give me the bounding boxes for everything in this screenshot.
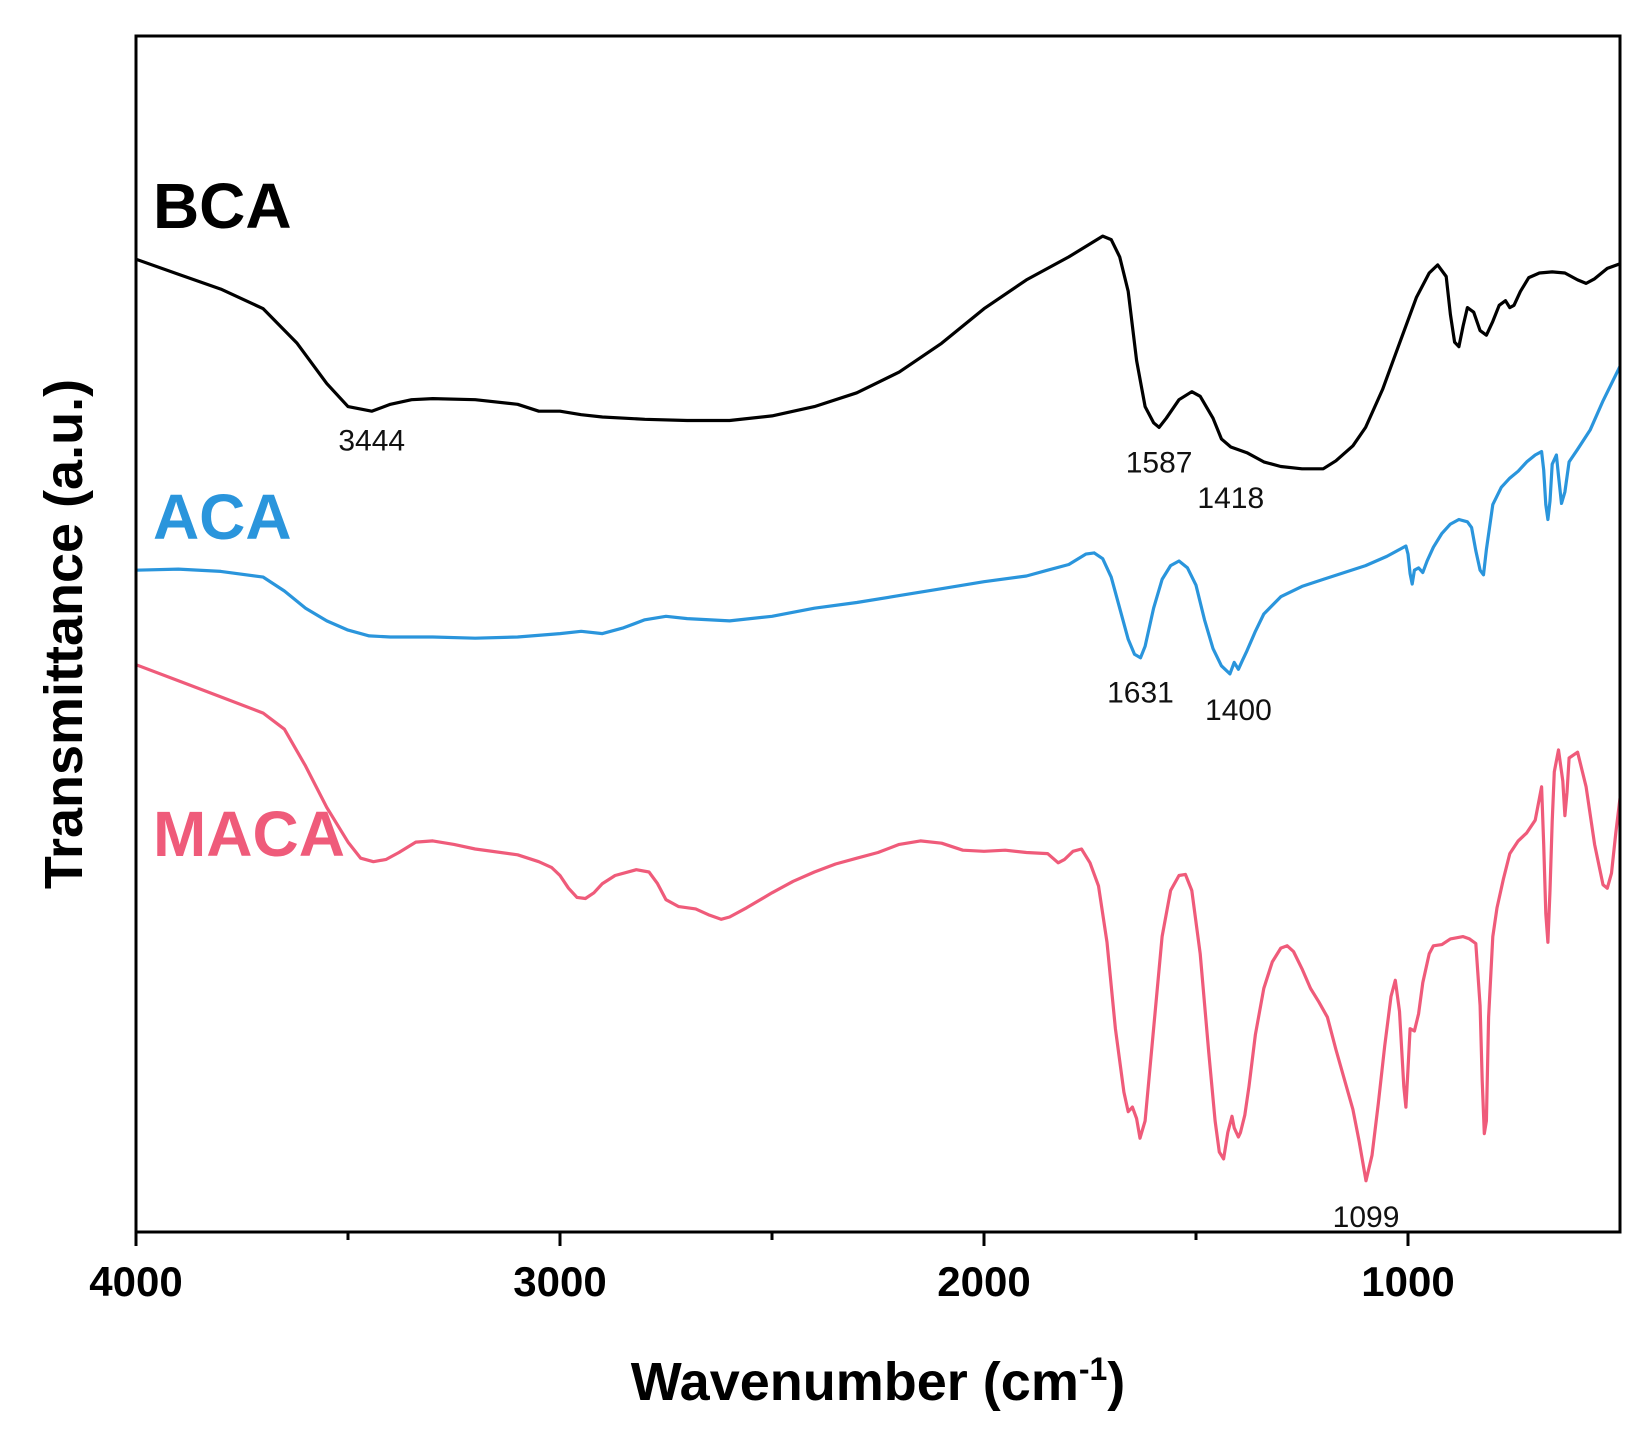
x-axis-title-sup: -1 [1079, 1351, 1107, 1387]
x-tick-label-2000: 2000 [937, 1258, 1030, 1305]
series-label-aca: ACA [153, 481, 292, 553]
x-axis-title-main: Wavenumber (cm [631, 1352, 1079, 1412]
series-line-bca [136, 234, 1620, 471]
y-axis-title: Transmittance (a.u.) [34, 379, 94, 889]
axes-layer: 4000 3000 2000 1000 Wavenumber (cm-1) Transmi… [34, 34, 1622, 1412]
plot-frame [134, 34, 1622, 1234]
peak-annotation-1587: 1587 [1126, 446, 1193, 479]
peak-annotation-3444: 3444 [338, 424, 405, 457]
series-line-aca [136, 364, 1620, 676]
x-axis-title-close: ) [1107, 1352, 1125, 1412]
x-axis-title: Wavenumber (cm-1) [631, 1351, 1126, 1412]
x-tick-label-4000: 4000 [89, 1258, 182, 1305]
series-layer [136, 234, 1620, 1183]
x-tick-label-3000: 3000 [513, 1258, 606, 1305]
series-line-maca [136, 663, 1620, 1183]
peak-annotation-1631: 1631 [1107, 677, 1174, 710]
peak-annotation-1418: 1418 [1197, 482, 1264, 515]
peak-annotation-1099: 1099 [1333, 1201, 1400, 1234]
x-tick-label-1000: 1000 [1361, 1258, 1454, 1305]
series-label-maca: MACA [153, 798, 345, 870]
series-label-bca: BCA [153, 170, 292, 242]
peak-annotation-1400: 1400 [1205, 694, 1272, 727]
